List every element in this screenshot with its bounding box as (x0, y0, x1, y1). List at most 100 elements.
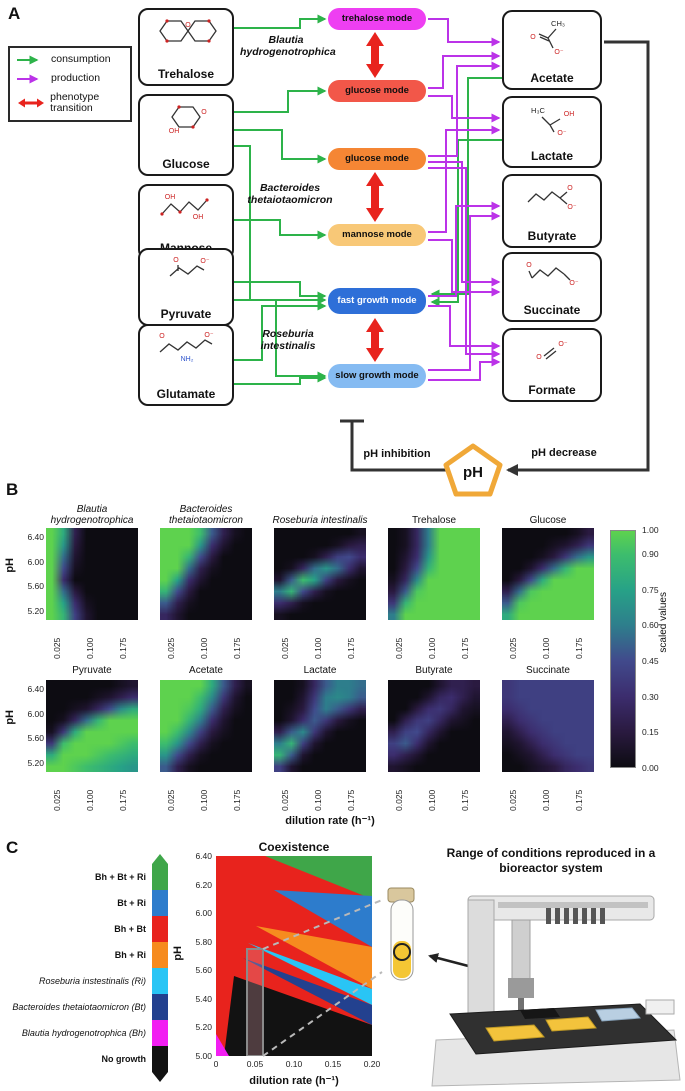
production-arrow (428, 95, 501, 123)
heatmap-glucose: 0.025 0.100 0.175 (502, 528, 594, 659)
svg-text:OH: OH (564, 111, 575, 118)
production-arrow (428, 125, 501, 233)
production-arrow (428, 51, 501, 89)
legend-row: phenotype transition (16, 91, 124, 114)
x-tick-label: 0.100 (427, 789, 437, 811)
heatmap-bacteroides: 0.025 0.100 0.175 (160, 528, 252, 659)
y-tick-label: 6.00 (195, 908, 212, 919)
x-tick-label: 0.100 (199, 789, 209, 811)
x-tick-label: 0.100 (199, 637, 209, 659)
svg-text:O: O (530, 34, 536, 41)
formate-structure-icon: O O⁻ (536, 341, 568, 361)
heatmap-title: Pyruvate (72, 665, 112, 676)
y-tick-label: 5.40 (195, 993, 212, 1004)
svg-text:O⁻: O⁻ (204, 332, 213, 339)
gantry-rail (498, 902, 648, 908)
colorbar-ticks: 1.00 0.90 0.75 0.60 0.45 0.30 0.15 0.00 (642, 525, 676, 773)
svg-text:OH: OH (193, 214, 204, 220)
legend-label: consumption (51, 53, 111, 66)
coexistence-legend-label: Bacteroides thetaiotaomicron (Bt) (12, 1001, 146, 1012)
mode-pill-glucose-bh: glucose mode (328, 80, 426, 102)
x-axis-ticks: 0.025 0.100 0.175 (160, 773, 252, 813)
heatmap-canvas (160, 680, 252, 772)
colorbar-tick-label: 0.00 (642, 763, 659, 773)
coexistence-legend-swatch (152, 1046, 168, 1072)
svg-text:O⁻: O⁻ (569, 280, 578, 286)
production-arrow (428, 357, 501, 381)
heatmap-title: Roseburia intestinalis (272, 515, 368, 526)
x-tick-label: 0.175 (460, 789, 470, 811)
product-label: Succinate (523, 302, 581, 317)
heatmap-canvas (274, 528, 366, 620)
heatmap-lactate: 0.025 0.100 0.175 (274, 680, 366, 811)
x-tick-label: 0.025 (508, 789, 518, 811)
x-axis-ticks: 0.025 0.100 0.175 (502, 773, 594, 813)
y-tick-label: 5.00 (195, 1051, 212, 1061)
side-module (645, 999, 675, 1015)
consumption-arrow (430, 77, 502, 299)
heatmap-canvas (160, 528, 252, 620)
substrate-box-mannose: OH OH Mannose (138, 184, 234, 260)
species-label-roseburia: Roseburia intestinalis (260, 328, 316, 353)
y-tick-label: 6.20 (195, 879, 212, 890)
y-tick-label: 6.40 (195, 851, 212, 861)
consumption-arrow (234, 219, 327, 240)
reservoir (520, 1008, 560, 1019)
y-tick-label: 5.20 (195, 1022, 212, 1033)
colorbar-tick-label: 0.90 (642, 548, 659, 559)
x-tick-label: 0.175 (118, 789, 128, 811)
ph-node-badge (443, 443, 503, 497)
heatmap-canvas (274, 680, 366, 772)
x-tick-label: 0.15 (324, 1059, 342, 1069)
colorbar: 1.00 0.90 0.75 0.60 0.45 0.30 0.15 0.00 (610, 525, 680, 773)
ph-decrease-arrow (506, 40, 650, 476)
consumption-arrow (234, 86, 327, 113)
production-arrow (428, 18, 501, 47)
bioreactor-heading: Range of conditions reproduced in a bior… (446, 846, 656, 875)
y-tick-label: 5.60 (195, 965, 212, 976)
acetate-structure-icon: CH₃ O O⁻ (530, 19, 565, 56)
glutamate-structure-icon: O NH₂ O⁻ (159, 332, 214, 362)
y-tick-label: 6.00 (27, 557, 44, 567)
y-axis-ticks: 6.40 6.00 5.60 5.20 (18, 680, 44, 772)
x-tick-label: 0.025 (394, 637, 404, 659)
coexistence-legend-swatch (152, 890, 168, 916)
y-tick-label: 5.20 (27, 606, 44, 616)
substrate-box-pyruvate: O O⁻ Pyruvate (138, 248, 234, 326)
heatmap-butyrate: 0.025 0.100 0.175 (388, 680, 480, 811)
robot-arm (511, 919, 531, 985)
coexistence-legend-swatch (152, 968, 168, 994)
y-axis-label: pH (4, 558, 16, 573)
coexistence-legend-label: Bh + Ri (114, 949, 146, 960)
substrate-label: Trehalose (157, 66, 215, 81)
ph-decrease-label: pH decrease (531, 447, 597, 459)
coexistence-legend-swatch (152, 942, 168, 968)
x-axis-ticks: 0.025 0.100 0.175 (502, 621, 594, 661)
y-tick-label: 5.20 (27, 758, 44, 768)
x-tick-label: 0.025 (52, 637, 62, 659)
consumption-arrow (430, 139, 502, 307)
x-axis-ticks: 0.025 0.100 0.175 (160, 621, 252, 661)
x-axis-label: dilution rate (h⁻¹) (285, 815, 375, 827)
y-tick-label: 5.80 (195, 936, 212, 947)
svg-text:CH₃: CH₃ (551, 19, 565, 28)
substrate-box-glutamate: O NH₂ O⁻ Glutamate (138, 324, 234, 406)
coexistence-legend-swatch (152, 994, 168, 1020)
product-box-butyrate: O O⁻ Butyrate (502, 174, 602, 248)
gantry-column (467, 899, 495, 1019)
x-axis-ticks: 0.025 0.100 0.175 (388, 773, 480, 813)
mode-pill-mannose: mannose mode (328, 224, 426, 246)
x-tick-label: 0.025 (280, 637, 290, 659)
production-arrow (428, 305, 501, 351)
colorbar-tick-label: 0.60 (642, 620, 659, 631)
production-arrow (428, 201, 501, 297)
svg-text:OH: OH (169, 128, 180, 134)
heatmap-acetate: 0.025 0.100 0.175 (160, 680, 252, 811)
svg-text:O⁻: O⁻ (567, 204, 576, 210)
coexistence-x-ticks: 0 0.05 0.10 0.15 0.20 (214, 1059, 381, 1073)
x-tick-label: 0.175 (346, 637, 356, 659)
heatmap-canvas (46, 528, 138, 620)
colorbar-tick-label: 1.00 (642, 525, 659, 535)
pipette-head (508, 978, 534, 998)
phenotype-transition-arrow (366, 318, 384, 362)
